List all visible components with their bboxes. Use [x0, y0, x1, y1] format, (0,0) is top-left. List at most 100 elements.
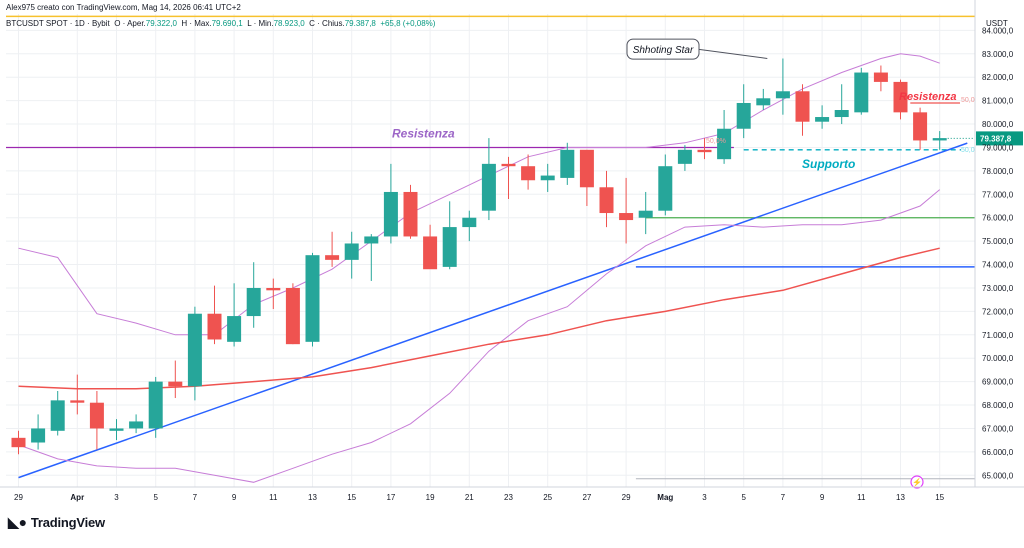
candle-body-down — [501, 163, 516, 167]
callout-label: Shhoting Star — [633, 45, 694, 56]
low-label: L · Min. — [247, 19, 274, 28]
candle-body-up — [756, 98, 771, 106]
candle-body-down — [89, 402, 104, 429]
x-tick-label: 5 — [741, 493, 746, 502]
x-tick-label: 13 — [308, 493, 317, 502]
resistance-label-left: Resistenza — [392, 126, 455, 140]
candle-body-up — [736, 102, 751, 129]
x-tick-label: 29 — [622, 493, 631, 502]
x-tick-label: 3 — [702, 493, 707, 502]
candle-body-up — [717, 128, 732, 160]
y-tick-label: 66.000,0 — [982, 448, 1014, 457]
y-tick-label: 73.000,0 — [982, 284, 1014, 293]
candle-body-down — [579, 149, 594, 188]
symbol-label[interactable]: BTCUSDT SPOT · 1D · Bybit — [6, 19, 110, 28]
candle-body-up — [834, 110, 849, 118]
fib-label-mid: 50,0% — [706, 138, 726, 145]
x-tick-label: 9 — [232, 493, 237, 502]
x-tick-label: 9 — [820, 493, 825, 502]
candle-body-up — [383, 191, 398, 237]
candle-body-down — [168, 381, 183, 387]
axis-currency-label[interactable]: USDT — [986, 19, 1008, 28]
candle-body-down — [913, 112, 928, 141]
x-tick-label: 21 — [465, 493, 474, 502]
candle-body-up — [481, 163, 496, 211]
candle-body-down — [697, 149, 712, 153]
callout-box — [626, 38, 700, 60]
candle-body-up — [775, 91, 790, 99]
candle-body-up — [187, 313, 202, 387]
x-tick-label: 23 — [504, 493, 513, 502]
fib-label-right: 50,0 — [961, 97, 975, 104]
annotation-layer: Resistenza Resistenza Supporto 50,0% 50,0 50,… — [392, 38, 1023, 489]
candle-body-down — [403, 191, 418, 237]
candle-body-up — [932, 138, 947, 141]
trendline — [18, 142, 968, 479]
candle-body-down — [619, 213, 634, 221]
y-tick-label: 84.000,0 — [982, 26, 1014, 35]
candle-body-up — [227, 316, 242, 342]
y-tick-label: 81.000,0 — [982, 97, 1014, 106]
open-label: O · Aper. — [114, 19, 146, 28]
y-tick-label: 67.000,0 — [982, 424, 1014, 433]
y-tick-label: 75.000,0 — [982, 237, 1014, 246]
lightning-icon-glyph: ⚡ — [912, 477, 922, 487]
chart-credit: Alex975 creato con TradingView.com, Mag … — [6, 3, 241, 12]
x-tick-label: Mag — [657, 493, 673, 502]
axis-layer: 65.000,0 66.000,0 67.000,0 68.000,0 69.000,0… — [0, 0, 1024, 502]
y-tick-label: 71.000,0 — [982, 331, 1014, 340]
x-tick-label: 15 — [935, 493, 944, 502]
candle-body-up — [560, 149, 575, 178]
fib-label-right-2: 50,0 — [961, 147, 975, 154]
candle-body-down — [893, 81, 908, 113]
logo-text: TradingView — [30, 515, 105, 530]
candle-body-down — [207, 313, 222, 340]
y-tick-label: 65.000,0 — [982, 471, 1014, 480]
y-tick-label: 77.000,0 — [982, 190, 1014, 199]
candle-body-down — [423, 236, 438, 270]
candle-body-down — [11, 437, 26, 448]
x-tick-label: 11 — [269, 493, 278, 502]
x-tick-label: 15 — [347, 493, 356, 502]
candle-body-down — [285, 287, 300, 345]
x-tick-label: 29 — [14, 493, 23, 502]
tradingview-logo[interactable]: ◣● TradingView — [8, 514, 105, 531]
y-tick-label: 80.000,0 — [982, 120, 1014, 129]
y-tick-label: 82.000,0 — [982, 73, 1014, 82]
candle-body-down — [795, 91, 810, 122]
high-value: 79.690,1 — [211, 19, 243, 28]
candle-body-up — [638, 210, 653, 218]
low-value: 78.923,0 — [273, 19, 305, 28]
x-tick-label: Apr — [70, 493, 84, 502]
candle-body-down — [521, 166, 536, 181]
x-tick-label: 7 — [193, 493, 198, 502]
candle-body-up — [462, 217, 477, 228]
ohlc-legend: BTCUSDT SPOT · 1D · Bybit O · Aper.79.32… — [6, 19, 435, 28]
bollinger-lower-line — [18, 189, 941, 483]
candle-body-up — [677, 149, 692, 164]
candle-body-up — [50, 400, 65, 431]
y-tick-label: 83.000,0 — [982, 50, 1014, 59]
candle-body-up — [540, 175, 555, 181]
x-tick-label: 19 — [426, 493, 435, 502]
y-tick-label: 72.000,0 — [982, 307, 1014, 316]
candle-body-up — [31, 428, 46, 443]
y-tick-label: 68.000,0 — [982, 401, 1014, 410]
high-label: H · Max. — [181, 19, 212, 28]
current-price-tag — [976, 131, 1023, 146]
lightning-icon — [910, 475, 924, 489]
moving-average-line — [18, 247, 940, 390]
x-tick-label: 11 — [857, 493, 866, 502]
candle-body-up — [854, 72, 869, 113]
current-price-value: 79.387,8 — [980, 134, 1012, 143]
y-tick-label: 74.000,0 — [982, 261, 1014, 270]
candle-body-down — [70, 400, 85, 403]
candle-body-up — [364, 236, 379, 244]
close-label: C · Chius. — [309, 19, 345, 28]
tradingview-logo-icon: ◣● — [8, 514, 27, 530]
x-tick-label: 7 — [781, 493, 786, 502]
candle-body-up — [344, 243, 359, 260]
y-tick-label: 78.000,0 — [982, 167, 1014, 176]
